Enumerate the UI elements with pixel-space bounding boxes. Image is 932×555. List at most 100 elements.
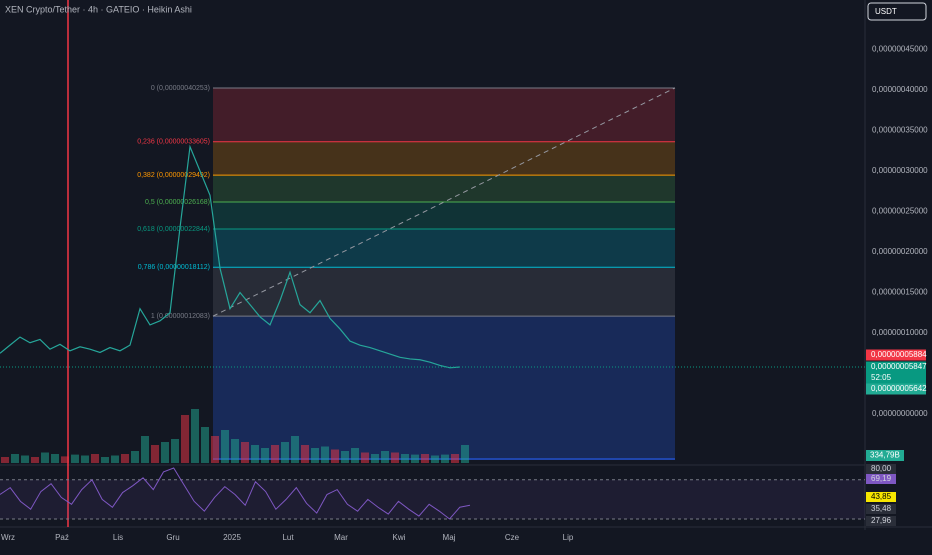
- rsi-tag-bg: [866, 504, 896, 514]
- fib-label: 0 (0,00000040253): [151, 85, 210, 92]
- volume-bar: [211, 436, 219, 463]
- time-axis-label: Cze: [505, 533, 520, 542]
- price-axis-label: 0,00000035000: [872, 126, 928, 135]
- price-tag: 0,00000005642: [871, 384, 927, 393]
- volume-bar: [451, 454, 459, 463]
- volume-bar: [421, 454, 429, 463]
- rsi-axis-label: 43,85: [871, 492, 892, 501]
- volume-bar: [151, 445, 159, 463]
- volume-bar: [281, 442, 289, 463]
- volume-bar: [251, 445, 259, 463]
- volume-tag: 334,79B: [870, 451, 900, 460]
- currency-button-label[interactable]: USDT: [875, 7, 897, 16]
- volume-bar: [141, 436, 149, 463]
- volume-bar: [101, 457, 109, 463]
- fib-label: 1 (0,00000012083): [151, 313, 210, 320]
- fib-zone: [213, 228, 675, 268]
- volume-bar: [221, 430, 229, 463]
- time-axis-label: Paź: [55, 533, 69, 542]
- time-axis-label: Gru: [166, 533, 179, 542]
- volume-bar: [441, 454, 449, 463]
- fib-zone: [213, 267, 675, 317]
- price-axis-label: 0,00000015000: [872, 288, 928, 297]
- volume-bar: [11, 454, 19, 463]
- volume-bar: [1, 457, 9, 463]
- time-axis-label: Lip: [563, 533, 574, 542]
- volume-bar: [271, 445, 279, 463]
- volume-bar: [171, 439, 179, 463]
- fib-label: 0,382 (0,00000029492): [137, 172, 210, 179]
- volume-bar: [391, 452, 399, 463]
- volume-bar: [21, 455, 29, 463]
- volume-bar: [111, 455, 119, 463]
- rsi-axis-label: 35,48: [871, 504, 892, 513]
- volume-bar: [71, 454, 79, 463]
- price-tag-bg: [866, 383, 926, 395]
- volume-bar: [361, 452, 369, 463]
- time-axis-label: Kwi: [393, 533, 406, 542]
- volume-bar: [331, 449, 339, 463]
- rsi-band: [0, 479, 865, 519]
- volume-bar: [121, 454, 129, 463]
- volume-bar: [301, 445, 309, 463]
- countdown: 52:05: [871, 373, 892, 382]
- volume-bar: [231, 439, 239, 463]
- price-tag-bg: [866, 361, 926, 384]
- volume-bar: [191, 409, 199, 463]
- price-tag-bg: [866, 349, 926, 361]
- chart-title: XEN Crypto/Tether · 4h · GATEIO · Heikin…: [5, 4, 192, 14]
- fib-label: 0,236 (0,00000033605): [137, 139, 210, 146]
- rsi-axis-label: 80,00: [871, 464, 892, 473]
- volume-bar: [431, 455, 439, 463]
- volume-bar: [321, 446, 329, 463]
- volume-bar: [351, 448, 359, 463]
- volume-bar: [201, 427, 209, 463]
- price-tag: 0,00000005884: [871, 350, 927, 359]
- price-axis-label: 0,00000025000: [872, 207, 928, 216]
- volume-bar: [381, 451, 389, 463]
- volume-bar: [291, 436, 299, 463]
- volume-bar: [181, 415, 189, 463]
- time-axis-label: Mar: [334, 533, 348, 542]
- volume-bar: [81, 455, 89, 463]
- volume-bar: [341, 451, 349, 463]
- volume-bar: [161, 442, 169, 463]
- fib-zone: [213, 141, 675, 176]
- rsi-tag-bg: [866, 474, 896, 484]
- price-tag: 0,00000005847: [871, 362, 927, 371]
- volume-bar: [91, 454, 99, 463]
- fib-label: 0,5 (0,00000026168): [145, 199, 210, 206]
- volume-bar: [311, 448, 319, 463]
- volume-bar: [401, 454, 409, 463]
- volume-bar: [371, 454, 379, 463]
- volume-bar: [31, 457, 39, 463]
- volume-bar: [241, 442, 249, 463]
- fib-lower-zone: [213, 316, 675, 460]
- fib-zone: [213, 202, 675, 229]
- time-axis-label: Maj: [443, 533, 456, 542]
- price-axis-label: 0,00000045000: [872, 45, 928, 54]
- time-axis-label: Lut: [282, 533, 294, 542]
- time-axis-label: 2025: [223, 533, 241, 542]
- fib-zone: [213, 175, 675, 203]
- volume-bar: [51, 454, 59, 463]
- fib-label: 0,786 (0,00000018112): [138, 264, 210, 271]
- currency-button[interactable]: [867, 2, 927, 21]
- rsi-tag-bg: [866, 492, 896, 502]
- price-axis-label: 0,00000030000: [872, 166, 928, 175]
- fib-zone: [213, 87, 675, 142]
- price-axis-label: 0,00000040000: [872, 85, 928, 94]
- volume-bar: [411, 454, 419, 463]
- rsi-line: [0, 467, 471, 520]
- fib-label: 0,618 (0,00000022844): [137, 226, 210, 233]
- price-line: [0, 144, 461, 369]
- rsi-tag-bg: [866, 464, 896, 474]
- price-axis-label: 0,00000010000: [872, 328, 928, 337]
- rsi-axis-label: 27,96: [871, 516, 892, 525]
- trend-line: [212, 87, 676, 317]
- volume-bar: [261, 448, 269, 463]
- volume-tag-bg: [866, 450, 904, 461]
- time-axis-label: Lis: [113, 533, 123, 542]
